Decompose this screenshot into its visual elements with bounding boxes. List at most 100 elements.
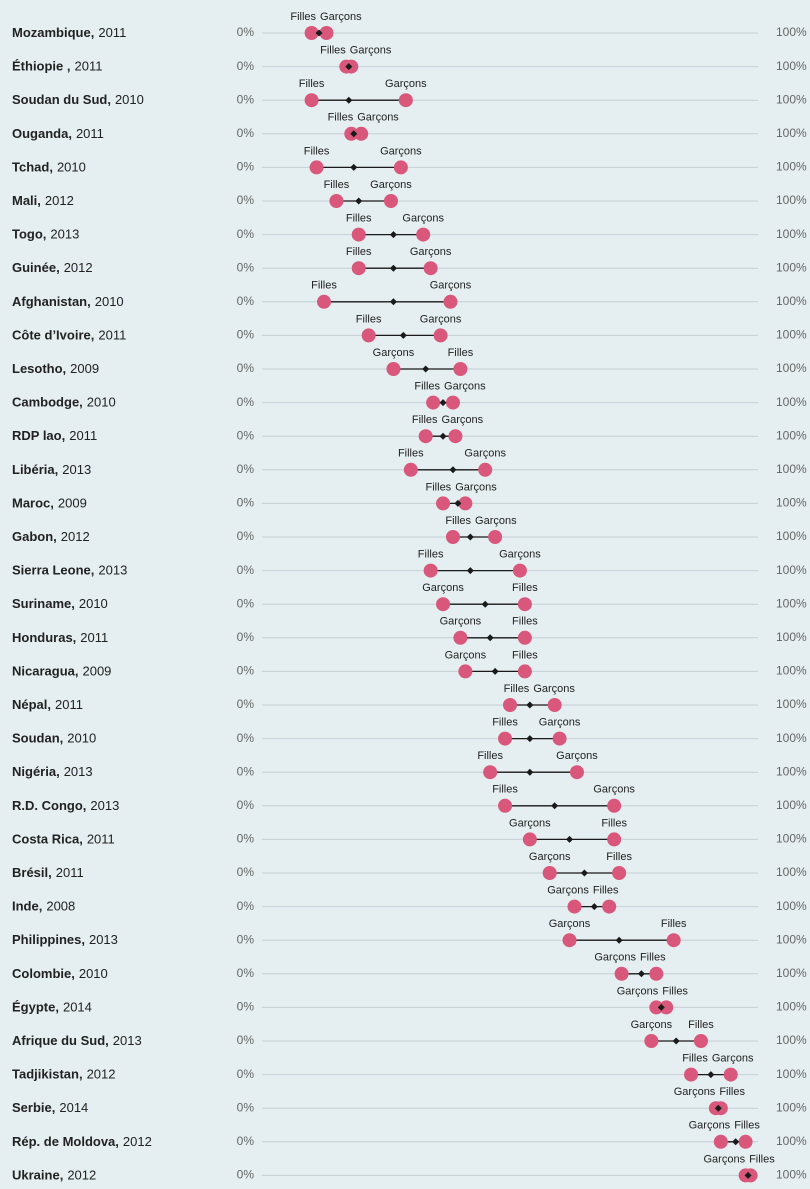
x-tick-label: 100% <box>776 395 807 409</box>
dot <box>738 1134 753 1149</box>
year: 2011 <box>75 59 103 74</box>
x-tick-label: 0% <box>237 932 255 946</box>
series-label: Filles <box>290 11 316 23</box>
country-label: Nigéria, 2013 <box>12 765 93 780</box>
x-tick-label: 100% <box>776 227 807 241</box>
dot <box>436 496 451 511</box>
series-label: Garçons <box>529 851 571 863</box>
x-tick-label: 100% <box>776 428 807 442</box>
country-name: Suriname, <box>12 597 75 612</box>
x-tick-label: 0% <box>237 462 255 476</box>
dot <box>393 160 408 175</box>
dot <box>354 126 369 141</box>
year: 2013 <box>64 765 93 780</box>
dot <box>693 1034 708 1048</box>
x-tick-label: 100% <box>776 361 807 375</box>
dot <box>436 597 451 612</box>
series-label: Filles <box>418 549 444 561</box>
year: 2011 <box>55 697 83 712</box>
total-marker <box>350 130 358 138</box>
dot <box>386 362 401 376</box>
total-marker <box>615 936 623 944</box>
country-label: Colombie, 2010 <box>12 966 108 981</box>
series-label: Filles <box>445 515 471 527</box>
series-label: Garçons <box>320 11 362 23</box>
series-label: Garçons <box>556 750 598 762</box>
country-label: Togo, 2013 <box>12 227 79 242</box>
country-name: Éthiopie , <box>12 59 71 74</box>
series-label: Garçons <box>689 1120 731 1132</box>
x-tick-label: 100% <box>776 92 807 106</box>
total-marker <box>315 29 323 37</box>
dot <box>607 832 622 847</box>
country-label: Rép. de Moldova, 2012 <box>12 1134 152 1149</box>
dot <box>666 933 681 948</box>
x-tick-label: 100% <box>776 832 807 846</box>
series-label: Garçons <box>455 481 497 493</box>
x-tick-label: 100% <box>776 1000 807 1014</box>
series-label: Filles <box>593 885 619 897</box>
country-name: Tchad, <box>12 160 53 175</box>
dot <box>426 395 441 410</box>
dot <box>458 664 473 679</box>
series-label: Garçons <box>373 347 415 359</box>
x-tick-label: 100% <box>776 697 807 711</box>
country-name: Costa Rica, <box>12 832 83 847</box>
year: 2009 <box>58 496 87 511</box>
x-tick-label: 0% <box>237 395 255 409</box>
year: 2009 <box>82 664 111 679</box>
year: 2011 <box>56 865 84 880</box>
series-label: Garçons <box>533 683 575 695</box>
total-marker <box>350 163 358 171</box>
series-label: Garçons <box>402 213 444 225</box>
dot <box>351 261 366 276</box>
country-label: Serbie, 2014 <box>12 1101 88 1116</box>
total-marker <box>389 231 397 239</box>
dot <box>512 563 527 578</box>
dot <box>498 731 513 746</box>
series-label: Garçons <box>499 549 541 561</box>
x-tick-label: 0% <box>237 899 255 913</box>
dot <box>503 698 517 712</box>
x-tick-label: 100% <box>776 966 807 980</box>
country-label: Soudan du Sud, 2010 <box>12 93 144 108</box>
country-label: Cambodge, 2010 <box>12 395 116 410</box>
total-marker <box>566 835 574 843</box>
series-label: Garçons <box>430 280 472 292</box>
country-label: Népal, 2011 <box>12 697 83 712</box>
series-label: Filles <box>734 1120 760 1132</box>
year: 2012 <box>123 1134 152 1149</box>
x-tick-label: 100% <box>776 865 807 879</box>
country-label: Honduras, 2011 <box>12 630 108 645</box>
country-label: Sierra Leone, 2013 <box>12 563 127 578</box>
country-name: Philippines, <box>12 933 85 948</box>
x-tick-label: 0% <box>237 294 255 308</box>
year: 2010 <box>79 966 108 981</box>
dot <box>304 26 319 40</box>
x-tick-label: 100% <box>776 25 807 39</box>
country-label: Soudan, 2010 <box>12 731 96 746</box>
x-tick-label: 0% <box>237 529 255 543</box>
series-label: Garçons <box>593 784 635 796</box>
x-tick-label: 100% <box>776 764 807 778</box>
year: 2010 <box>95 294 124 309</box>
series-label: Filles <box>346 246 372 258</box>
dot <box>607 798 622 813</box>
total-marker <box>732 1138 740 1146</box>
series-label: Filles <box>448 347 474 359</box>
series-label: Garçons <box>539 717 581 729</box>
x-tick-label: 0% <box>237 832 255 846</box>
year: 2010 <box>57 160 86 175</box>
x-tick-label: 0% <box>237 697 255 711</box>
x-tick-label: 0% <box>237 361 255 375</box>
x-tick-label: 0% <box>237 630 255 644</box>
series-label: Garçons <box>350 45 392 57</box>
x-tick-label: 100% <box>776 1033 807 1047</box>
total-marker <box>399 331 407 339</box>
x-tick-label: 0% <box>237 563 255 577</box>
total-marker <box>526 768 534 776</box>
dot <box>713 1134 728 1149</box>
dot <box>329 194 344 208</box>
total-marker <box>590 903 598 911</box>
country-name: Gabon, <box>12 529 57 544</box>
